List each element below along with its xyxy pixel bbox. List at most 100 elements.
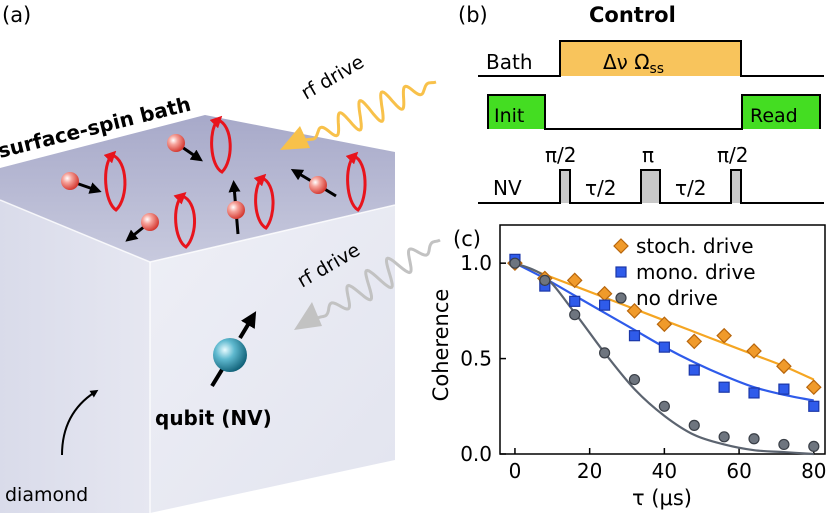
data-point-circle bbox=[718, 431, 730, 443]
pi-pulse bbox=[642, 171, 659, 203]
data-point-circle bbox=[598, 347, 611, 359]
data-point-diamond bbox=[656, 316, 673, 333]
data-point-circle bbox=[808, 440, 820, 452]
legend-marker-diamond bbox=[613, 238, 629, 254]
data-point-square bbox=[718, 381, 730, 393]
data-point-square bbox=[748, 387, 760, 399]
y-tick-label: 0.0 bbox=[460, 442, 492, 466]
data-point-square bbox=[808, 400, 820, 412]
data-point-diamond bbox=[746, 343, 762, 359]
nv-spin-arrow bbox=[238, 311, 257, 340]
spin-4-precession bbox=[253, 173, 275, 230]
spin-5-precession bbox=[345, 151, 367, 212]
data-point-circle bbox=[688, 419, 700, 431]
x-tick-label: 0 bbox=[509, 459, 522, 483]
pi-half-pulse-2 bbox=[732, 171, 740, 203]
init-label: Init bbox=[494, 105, 524, 127]
diamond-label: diamond bbox=[5, 484, 88, 506]
data-point-square bbox=[598, 299, 611, 311]
rf-wave-bottom bbox=[317, 238, 441, 320]
legend-entry: mono. drive bbox=[636, 260, 756, 284]
x-axis: 0 20 40 60 80 bbox=[509, 448, 827, 483]
x-tick-label: 80 bbox=[801, 459, 826, 483]
data-point-circle bbox=[569, 309, 581, 321]
panel-b: (b) Control Bath Δν Ωss Init Read NV π/2… bbox=[458, 3, 824, 204]
spin-2-precession bbox=[209, 115, 232, 174]
rf-wave-top bbox=[305, 80, 437, 142]
spin-1 bbox=[61, 150, 127, 212]
y-tick-label: 1.0 bbox=[460, 251, 492, 275]
x-tick-label: 40 bbox=[652, 459, 677, 483]
pi-label: π bbox=[642, 143, 654, 167]
read-pulse bbox=[743, 96, 819, 129]
fit-curve-circle bbox=[514, 262, 814, 456]
spin-4-ball bbox=[227, 201, 245, 219]
nv-ball bbox=[213, 338, 247, 372]
cube-front-face bbox=[150, 205, 395, 513]
control-line bbox=[487, 94, 821, 130]
data-point-circle bbox=[539, 274, 551, 286]
panel-c: (c) 0 20 40 60 80 0.0 0.5 1.0 τ (μs) Coherence… bbox=[429, 224, 827, 510]
legend-marker-square bbox=[615, 266, 627, 278]
panel-c-label: (c) bbox=[453, 227, 481, 251]
bath-line bbox=[478, 40, 824, 77]
spin-2 bbox=[167, 115, 232, 174]
tau-half-label-2: τ/2 bbox=[675, 176, 707, 200]
nv-qubit: qubit (NV) bbox=[155, 311, 272, 430]
spin-4 bbox=[227, 173, 275, 235]
x-axis-label: τ (μs) bbox=[632, 486, 692, 510]
panel-a: (a) surface-spin bath bbox=[0, 3, 441, 513]
x-tick-label: 60 bbox=[726, 459, 751, 483]
spin-3 bbox=[125, 191, 197, 249]
y-tick-label: 0.5 bbox=[460, 347, 492, 371]
legend-entry: stoch. drive bbox=[636, 234, 754, 258]
data-point-diamond bbox=[626, 303, 643, 319]
data-point-square bbox=[569, 295, 581, 307]
qubit-label: qubit (NV) bbox=[155, 406, 272, 430]
spin-1-precession bbox=[103, 150, 127, 212]
init-pulse bbox=[489, 96, 544, 129]
pi-half-label-1: π/2 bbox=[545, 143, 577, 167]
x-tick-label: 20 bbox=[577, 459, 602, 483]
tau-half-label-1: τ/2 bbox=[585, 176, 617, 200]
spin-3-ball bbox=[141, 213, 159, 231]
spin-5-ball bbox=[309, 176, 327, 194]
legend-entry: no drive bbox=[636, 286, 718, 310]
data-point-circle bbox=[748, 433, 760, 445]
data-points bbox=[507, 253, 822, 452]
spin-5 bbox=[290, 151, 367, 212]
bath-pulse bbox=[561, 42, 740, 76]
bath-pulse-label: Δν Ωss bbox=[603, 50, 664, 77]
pi-half-label-2: π/2 bbox=[717, 143, 749, 167]
bath-row-label: Bath bbox=[486, 50, 533, 74]
spin-3-precession bbox=[173, 191, 197, 249]
data-point-diamond bbox=[776, 358, 792, 375]
panel-b-label: (b) bbox=[458, 3, 488, 27]
data-point-square bbox=[628, 330, 641, 342]
plot-frame bbox=[499, 224, 826, 455]
read-label: Read bbox=[750, 105, 798, 127]
data-point-circle bbox=[509, 257, 521, 269]
data-point-circle bbox=[628, 373, 641, 386]
nv-row-label: NV bbox=[493, 176, 522, 200]
rf-wave-top-head bbox=[280, 126, 310, 150]
nv-line bbox=[478, 169, 824, 204]
data-point-circle bbox=[658, 400, 670, 412]
cube-left-face bbox=[0, 200, 150, 513]
rf-wave-bottom-head bbox=[294, 302, 322, 330]
spin-1-ball bbox=[61, 172, 79, 190]
data-point-diamond bbox=[686, 333, 703, 350]
y-axis: 0.0 0.5 1.0 bbox=[460, 251, 506, 466]
control-title: Control bbox=[589, 3, 676, 27]
data-point-diamond bbox=[566, 272, 583, 289]
y-axis-label: Coherence bbox=[429, 289, 453, 402]
data-point-square bbox=[688, 364, 700, 376]
data-point-circle bbox=[778, 438, 790, 451]
cube-top-face bbox=[0, 115, 395, 262]
panel-a-label: (a) bbox=[2, 3, 31, 27]
data-point-square bbox=[778, 383, 790, 395]
pi-half-pulse-1 bbox=[561, 171, 569, 203]
